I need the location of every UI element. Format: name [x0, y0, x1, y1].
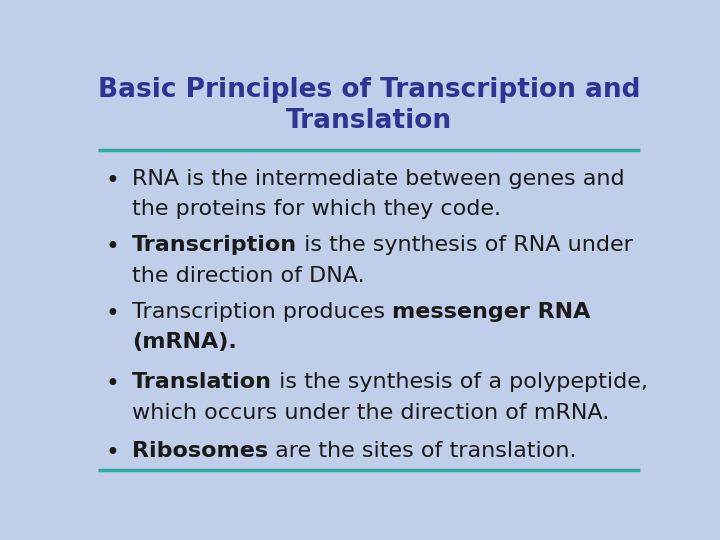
- Text: •: •: [105, 373, 120, 396]
- Text: is the synthesis of RNA under: is the synthesis of RNA under: [297, 235, 633, 255]
- Text: is the synthesis of a polypeptide,: is the synthesis of a polypeptide,: [272, 373, 648, 393]
- Text: •: •: [105, 302, 120, 326]
- Text: •: •: [105, 441, 120, 465]
- Text: Transcription produces: Transcription produces: [132, 302, 392, 322]
- Text: Basic Principles of Transcription and
Translation: Basic Principles of Transcription and Tr…: [98, 77, 640, 134]
- Text: (mRNA).: (mRNA).: [132, 332, 237, 352]
- Text: Translation: Translation: [132, 373, 272, 393]
- Text: RNA is the intermediate between genes and: RNA is the intermediate between genes an…: [132, 168, 624, 189]
- Text: the proteins for which they code.: the proteins for which they code.: [132, 199, 501, 219]
- Text: Transcription: Transcription: [132, 235, 297, 255]
- Text: are the sites of translation.: are the sites of translation.: [268, 441, 577, 461]
- Text: messenger RNA: messenger RNA: [392, 302, 590, 322]
- Text: the direction of DNA.: the direction of DNA.: [132, 266, 364, 286]
- Text: •: •: [105, 235, 120, 259]
- Text: which occurs under the direction of mRNA.: which occurs under the direction of mRNA…: [132, 403, 609, 423]
- Text: •: •: [105, 168, 120, 193]
- Text: Ribosomes: Ribosomes: [132, 441, 268, 461]
